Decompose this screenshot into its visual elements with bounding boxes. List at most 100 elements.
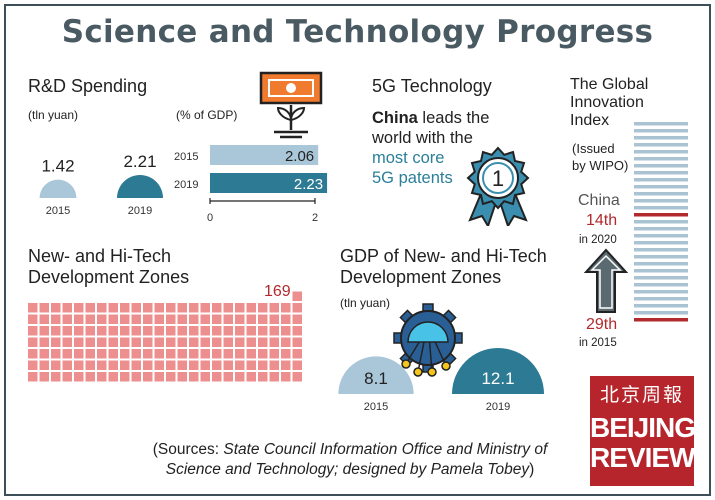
zones-square xyxy=(74,360,84,370)
zones-square xyxy=(212,326,222,336)
zones-square xyxy=(212,337,222,347)
zones-square xyxy=(269,303,279,313)
gii-rank-bar xyxy=(634,248,688,252)
zones-square xyxy=(108,337,118,347)
fiveg-line4: 5G patents xyxy=(372,169,453,187)
zones-square xyxy=(189,337,199,347)
zones-square xyxy=(166,337,176,347)
zones-square xyxy=(166,349,176,359)
gii-ranking-bars xyxy=(634,122,688,322)
gii-rank-bar xyxy=(634,290,688,294)
rd-gdp-bar xyxy=(210,145,319,165)
circuit-node xyxy=(441,361,451,371)
zones-square xyxy=(143,303,153,313)
gii-rank-bar xyxy=(634,304,688,308)
gii-title: The Global Innovation Index xyxy=(570,76,648,130)
gii-rank-bar xyxy=(634,206,688,210)
zones-heading: New- and Hi-Tech Development Zones xyxy=(28,246,189,288)
gii-rank-2015: 29th xyxy=(586,316,618,333)
zones-square xyxy=(258,303,268,313)
gii-title-line: The Global xyxy=(570,76,649,93)
zones-square xyxy=(51,326,61,336)
fiveg-line3: most core xyxy=(372,149,445,167)
zones-square xyxy=(223,372,233,382)
zones-square xyxy=(108,360,118,370)
zones-square xyxy=(62,337,72,347)
gii-rank-bar xyxy=(634,185,688,189)
gii-rank-bar xyxy=(634,262,688,266)
rd-year-label: 2019 xyxy=(128,205,152,217)
page-title: Science and Technology Progress xyxy=(61,14,654,50)
gii-rank-bar xyxy=(634,234,688,238)
gii-issued: (Issued by WIPO) xyxy=(572,140,628,174)
zones-square xyxy=(292,314,302,324)
gii-rank-2020: 14th xyxy=(586,212,618,229)
zones-square xyxy=(108,303,118,313)
rd-spending-chart: 1.42 2015 2.21 2019 xyxy=(20,140,170,220)
gii-rank-bar xyxy=(634,220,688,224)
gii-rank-bar xyxy=(634,122,688,126)
zones-square xyxy=(74,337,84,347)
gii-country: China xyxy=(578,192,620,209)
zones-square xyxy=(97,372,107,382)
zones-square xyxy=(246,303,256,313)
rd-semicircle xyxy=(39,179,77,198)
zones-square xyxy=(200,314,210,324)
gii-rank-bar xyxy=(634,150,688,154)
zones-square xyxy=(120,349,130,359)
zones-square xyxy=(269,349,279,359)
zones-square xyxy=(143,372,153,382)
gii-rank-bar xyxy=(634,171,688,175)
zones-square xyxy=(200,360,210,370)
gii-rank-bar xyxy=(634,297,688,301)
zones-square xyxy=(281,314,291,324)
zones-count: 169 xyxy=(264,283,291,300)
zones-square xyxy=(62,372,72,382)
zones-square xyxy=(28,372,38,382)
sources-prefix: (Sources: xyxy=(152,441,224,458)
zones-square xyxy=(212,349,222,359)
zones-square xyxy=(235,360,245,370)
zones-square xyxy=(189,349,199,359)
zones-gdp-year-label: 2015 xyxy=(364,401,388,413)
zones-square xyxy=(189,360,199,370)
gear-dome xyxy=(407,321,449,343)
zones-square xyxy=(39,360,49,370)
zones-square xyxy=(51,349,61,359)
zones-square xyxy=(131,360,141,370)
zones-square xyxy=(62,360,72,370)
zones-square xyxy=(97,326,107,336)
zones-square xyxy=(131,337,141,347)
zones-square xyxy=(120,303,130,313)
fiveg-text: China leads the world with the most core… xyxy=(372,108,489,188)
zones-square xyxy=(51,337,61,347)
zones-square xyxy=(292,326,302,336)
logo-line2: REVIEW xyxy=(590,442,695,473)
rd-value-label: 2.21 xyxy=(123,152,156,171)
zones-square xyxy=(28,303,38,313)
zones-square xyxy=(62,326,72,336)
zones-square xyxy=(120,360,130,370)
zones-square xyxy=(131,303,141,313)
gii-rank-bar xyxy=(634,227,688,231)
zones-square xyxy=(154,372,164,382)
rd-gdp-value-label: 2.06 xyxy=(285,148,314,165)
gii-rank-bar xyxy=(634,143,688,147)
zones-square xyxy=(74,372,84,382)
rd-value-label: 1.42 xyxy=(41,157,74,176)
zones-square xyxy=(246,360,256,370)
zones-square xyxy=(269,326,279,336)
zones-square xyxy=(154,326,164,336)
rd-gdp-year-label: 2019 xyxy=(174,179,198,191)
zones-gdp-semicircle xyxy=(452,348,544,394)
zones-gdp-heading-line: Development Zones xyxy=(340,267,502,287)
zones-square xyxy=(177,349,187,359)
zones-square xyxy=(166,314,176,324)
zones-square xyxy=(246,349,256,359)
zones-square xyxy=(154,360,164,370)
zones-square xyxy=(143,326,153,336)
gii-rank-bar xyxy=(634,178,688,182)
zones-square xyxy=(74,314,84,324)
zones-square xyxy=(246,372,256,382)
gii-label-2020: in 2020 xyxy=(579,234,617,246)
